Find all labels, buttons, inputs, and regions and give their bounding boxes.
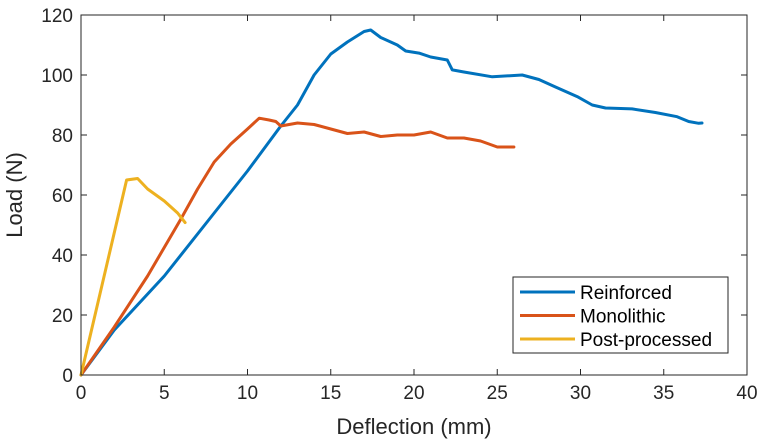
legend-label: Reinforced: [580, 283, 672, 304]
legend-label: Post-processed: [580, 330, 712, 351]
x-tick-label: 35: [653, 383, 674, 404]
x-tick-label: 0: [76, 383, 87, 404]
series-line-monolithic: [79, 116, 516, 377]
x-axis-label: Deflection (mm): [336, 414, 491, 439]
plot-area-frame: [80, 14, 748, 376]
x-tick-label: 15: [320, 383, 341, 404]
y-tick-label: 100: [41, 66, 73, 87]
x-tick-label: 5: [159, 383, 170, 404]
y-tick-label: 0: [62, 366, 73, 387]
y-tick-label: 80: [52, 126, 73, 147]
y-tick-label: 120: [41, 6, 73, 27]
series-line-post-processed: [79, 177, 187, 377]
x-tick-label: 25: [487, 383, 508, 404]
y-tick-label: 20: [52, 306, 73, 327]
x-tick-label: 10: [237, 383, 258, 404]
legend-label: Monolithic: [580, 307, 666, 328]
y-axis-label: Load (N): [2, 152, 27, 238]
y-tick-label: 60: [52, 186, 73, 207]
x-tick-label: 30: [570, 383, 591, 404]
y-tick-label: 40: [52, 246, 73, 267]
x-tick-label: 20: [403, 383, 424, 404]
series-line-reinforced: [79, 28, 704, 377]
x-tick-label: 40: [736, 383, 757, 404]
